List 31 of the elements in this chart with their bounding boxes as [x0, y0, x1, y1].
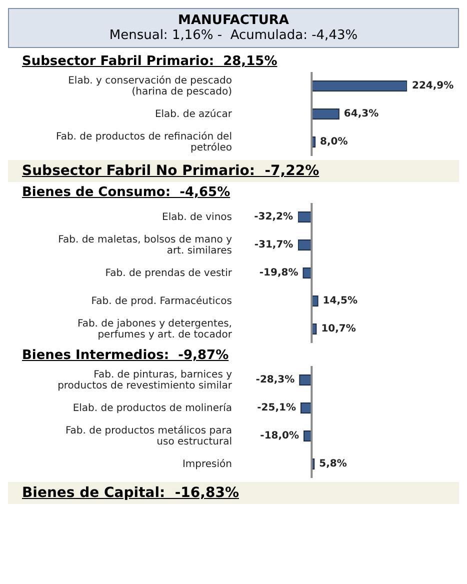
data-label: 8,0%: [320, 136, 348, 148]
y-tick-label: Fab. de prod. Farmacéuticos: [91, 296, 232, 306]
data-label: -19,8%: [259, 268, 298, 278]
text: MANUFACTURA: [177, 13, 290, 28]
data-label: -28,3%: [256, 374, 295, 386]
data-label: -32,2%: [254, 212, 293, 222]
text: Bienes Intermedios: -9,87%: [21, 348, 230, 363]
text: Subsector Fabril Primario: 28,15%: [21, 54, 278, 69]
y-tick-label: Impresión: [182, 458, 232, 470]
data-label: 10,7%: [321, 324, 356, 334]
y-tick-label: Fab. de jabones y detergentes, perfumes y art. de tocador: [77, 318, 233, 340]
y-tick-label: Fab. de pinturas, barnices y productos de revestimiento similar: [58, 369, 233, 391]
text: Bienes de Capital: -16,83%: [8, 485, 459, 501]
data-label: 14,5%: [322, 296, 358, 306]
y-tick-label: Fab. de maletas, bolsos de mano y art. similares: [58, 234, 232, 256]
y-tick-label: Fab. de prendas de vestir: [105, 268, 233, 278]
data-label: 5,8%: [319, 458, 347, 470]
y-tick-label: Fab. de productos de refinación del petróleo: [56, 131, 232, 153]
y-tick-label: Elab. de productos de molinería: [72, 402, 232, 414]
data-label: 224,9%: [412, 80, 454, 92]
data-label: -25,1%: [257, 402, 296, 414]
y-tick-label: Fab. de productos metálicos para uso estructural: [65, 425, 232, 447]
text: Mensual: 1,16% - Acumulada: -4,43%: [108, 28, 359, 43]
data-label: -31,7%: [254, 240, 294, 250]
data-label: -18,0%: [260, 430, 300, 442]
data-label: 64,3%: [344, 108, 379, 120]
y-tick-label: Elab. de vinos: [162, 212, 232, 222]
text: Bienes de Consumo: -4,65%: [21, 185, 232, 200]
text: Subsector Fabril No Primario: -7,22%: [8, 163, 459, 179]
y-tick-label: Elab. de azúcar: [154, 108, 233, 120]
y-tick-label: Elab. y conservación de pescado (harina de pescado): [68, 75, 232, 97]
